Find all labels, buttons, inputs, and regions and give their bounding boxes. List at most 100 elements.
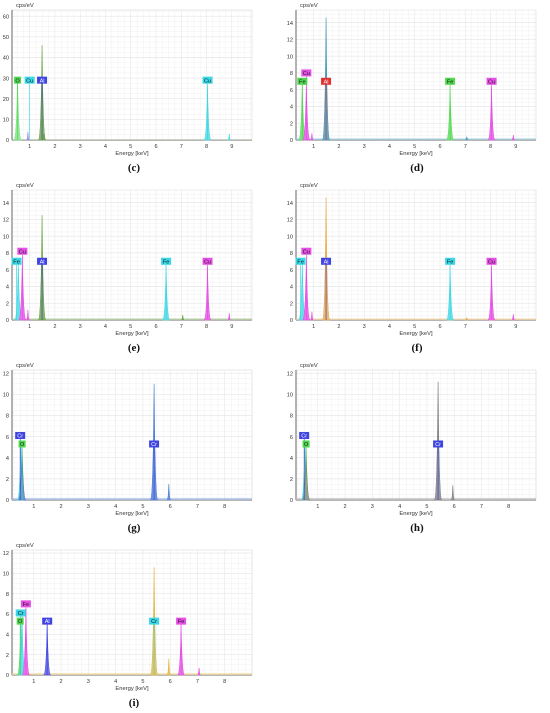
element-label: Fe (163, 259, 170, 265)
x-tick-label: 2 (60, 679, 63, 685)
x-tick-label: 4 (388, 144, 391, 150)
x-axis-title: Energy [keV] (115, 331, 149, 337)
baseline-fill (296, 138, 536, 140)
element-label: Cr (18, 611, 24, 617)
x-tick-label: 6 (438, 324, 441, 330)
x-tick-label: 4 (388, 324, 391, 330)
y-tick-label: 2 (290, 477, 293, 483)
x-tick-label: 1 (32, 679, 35, 685)
element-label-box (297, 77, 308, 85)
y-axis-title: cps/eV (300, 363, 318, 369)
grid (296, 189, 536, 321)
element-label: Fe (447, 79, 454, 85)
spectrum-chart-c: 0 10 20 30 40 50 60 1 2 3 4 5 6 7 8 9 cps/eV Energy [keV]… (3, 3, 253, 157)
panel-caption-f: (f) (411, 342, 423, 354)
y-tick-label: 8 (6, 251, 9, 257)
element-label-box (202, 76, 213, 84)
panel-caption-c: (c) (127, 162, 141, 174)
x-tick-label: 3 (79, 144, 82, 150)
x-tick-label: 2 (60, 504, 63, 510)
x-tick-label: 5 (413, 144, 416, 150)
element-labels: Cr O Cr (299, 432, 444, 500)
x-axis-title: Energy [keV] (115, 151, 149, 157)
element-label-box (149, 440, 160, 448)
y-tick-label: 6 (290, 435, 293, 441)
element-label: Fe (447, 259, 454, 265)
element-label: Cu (26, 78, 33, 84)
x-tick-label: 5 (129, 144, 132, 150)
y-tick-label: 4 (290, 105, 293, 111)
panel-caption-e: (e) (127, 342, 141, 354)
element-labels: O Cu Al Cu (14, 76, 213, 140)
panel-caption-h: (h) (410, 522, 424, 534)
element-label-box (11, 257, 22, 265)
x-tick-label: 7 (180, 324, 183, 330)
element-label-box (445, 257, 456, 265)
y-tick-label: 4 (290, 456, 293, 462)
spectrum-panel-d: 0 2 4 6 8 10 12 14 1 2 3 4 5 6 7 8 9 cps/eV Energy [keV] Cu… (284, 0, 550, 178)
x-tick-label: 2 (337, 144, 340, 150)
element-label-box (14, 76, 22, 84)
x-tick-label: 3 (363, 324, 366, 330)
y-tick-label: 4 (290, 285, 293, 291)
y-tick-label: 12 (287, 218, 293, 224)
y-tick-label: 0 (290, 318, 293, 324)
x-tick-label: 1 (28, 144, 31, 150)
y-axis-title: cps/eV (16, 3, 34, 9)
y-axis-title: cps/eV (16, 543, 34, 549)
x-tick-label: 1 (316, 504, 319, 510)
spectrum-panel-f: 0 2 4 6 8 10 12 14 1 2 3 4 5 6 7 8 9 cps/eV Energy [keV] Cu… (284, 180, 550, 358)
y-tick-label: 10 (3, 393, 9, 399)
baseline-fill (12, 672, 252, 675)
x-tick-label: 9 (230, 324, 233, 330)
baseline-fill (296, 497, 536, 500)
element-label-box (20, 600, 31, 608)
element-label: Cu (488, 259, 495, 265)
x-tick-label: 6 (169, 504, 172, 510)
y-tick-label: 0 (6, 673, 9, 679)
y-tick-label: 40 (3, 56, 9, 62)
element-label: Al (324, 79, 329, 85)
panel-caption-i: (i) (128, 697, 140, 709)
element-label-box (302, 440, 310, 448)
x-tick-label: 7 (196, 504, 199, 510)
y-tick-label: 0 (290, 498, 293, 504)
x-tick-label: 9 (514, 324, 517, 330)
element-label-box (486, 77, 497, 85)
element-label-box (202, 257, 213, 265)
y-tick-label: 12 (287, 38, 293, 44)
spectrum-baseline (296, 318, 536, 320)
spectrum-baseline (12, 672, 252, 675)
x-tick-label: 8 (205, 144, 208, 150)
x-tick-label: 7 (464, 144, 467, 150)
spectrum-peak (227, 133, 231, 141)
element-label-box (301, 247, 312, 255)
y-axis-title: cps/eV (16, 363, 34, 369)
element-label: Cr (301, 434, 307, 440)
x-axis-title: Energy [keV] (399, 511, 433, 517)
x-tick-label: 1 (28, 324, 31, 330)
element-labels: Cu Fe Al Fe Cu (297, 69, 497, 140)
spectrum-peak (450, 485, 455, 501)
element-label: Al (40, 78, 45, 84)
element-label: Al (40, 259, 45, 265)
x-tick-label: 4 (398, 504, 401, 510)
element-labels: Cr O Cr (15, 432, 160, 500)
x-tick-label: 8 (507, 504, 510, 510)
element-label: Cr (151, 442, 157, 448)
element-label-box (17, 247, 28, 255)
spectrum-peak (465, 136, 469, 141)
spectrum-peak (465, 317, 469, 321)
element-label-box (15, 609, 26, 617)
spectrum-peak (26, 131, 30, 141)
plot-area (11, 549, 253, 676)
x-tick-label: 4 (114, 504, 117, 510)
y-tick-label: 10 (3, 572, 9, 578)
plot-area (11, 369, 253, 501)
y-tick-label: 6 (6, 268, 9, 274)
element-labels: Cu Fe Al Fe Cu (295, 247, 497, 320)
y-axis-title: cps/eV (300, 183, 318, 189)
spectrum-peak (26, 309, 30, 321)
element-label-box (301, 69, 312, 77)
